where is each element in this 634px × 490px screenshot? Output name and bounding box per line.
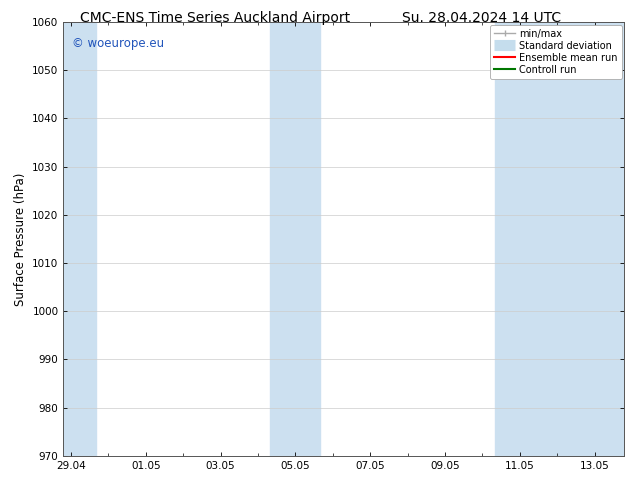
Bar (63, 22, 96, 456)
Text: Su. 28.04.2024 14 UTC: Su. 28.04.2024 14 UTC (403, 11, 561, 25)
Legend: min/max, Standard deviation, Ensemble mean run, Controll run: min/max, Standard deviation, Ensemble me… (490, 25, 621, 78)
Text: © woeurope.eu: © woeurope.eu (72, 37, 164, 50)
Y-axis label: Surface Pressure (hPa): Surface Pressure (hPa) (14, 172, 27, 306)
Bar (270, 22, 320, 456)
Bar (495, 22, 624, 456)
Text: CMC-ENS Time Series Auckland Airport: CMC-ENS Time Series Auckland Airport (81, 11, 351, 25)
